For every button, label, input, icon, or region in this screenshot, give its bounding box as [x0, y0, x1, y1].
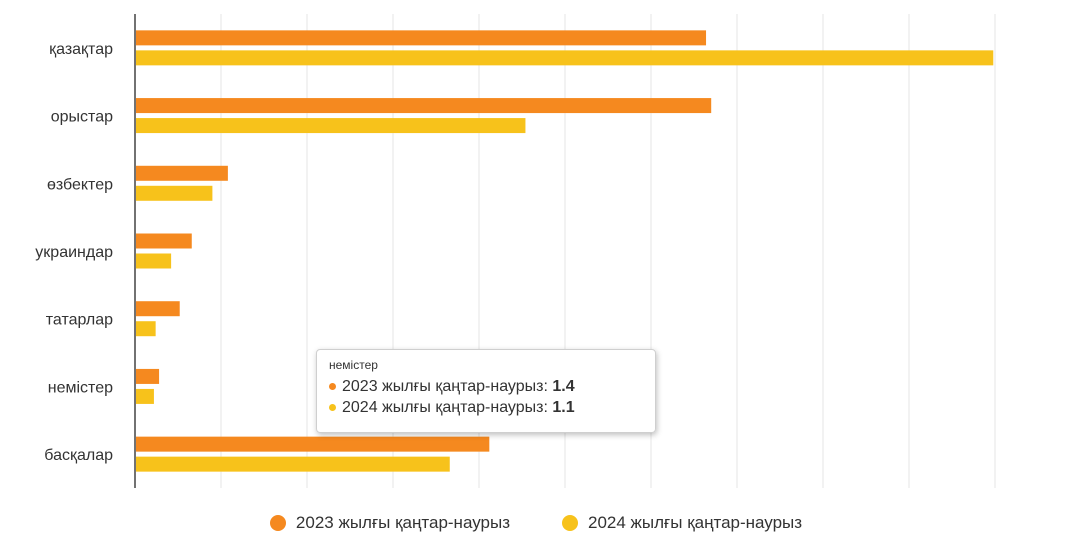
- bar-2024-5[interactable]: [136, 388, 154, 404]
- chart-tooltip: немістер 2023 жылғы қаңтар-наурыз: 1.4 2…: [316, 349, 656, 433]
- tooltip-row-label: 2024 жылғы қаңтар-наурыз:: [342, 399, 548, 416]
- tooltip-row-label: 2023 жылғы қаңтар-наурыз:: [342, 378, 548, 395]
- category-label: басқалар: [44, 447, 113, 464]
- category-label: украиндар: [35, 244, 113, 261]
- bar-2024-1[interactable]: [136, 118, 526, 134]
- grid-lines: [220, 14, 996, 488]
- tooltip-title: немістер: [329, 358, 378, 372]
- category-labels: қазақтар орыстар өзбектер украиндар татарлар…: [35, 41, 113, 464]
- bar-2023-5[interactable]: [136, 368, 160, 384]
- bar-2024-3[interactable]: [136, 253, 172, 269]
- legend-dot-icon: [562, 515, 578, 531]
- bar-2024-4[interactable]: [136, 321, 156, 337]
- category-label: қазақтар: [49, 41, 113, 58]
- bar-2023-3[interactable]: [136, 233, 192, 249]
- bar-2023-1[interactable]: [136, 98, 712, 114]
- legend-label: 2023 жылғы қаңтар-наурыз: [295, 513, 510, 532]
- legend-item-2023[interactable]: 2023 жылғы қаңтар-наурыз: [269, 512, 510, 534]
- tooltip-row-value: 1.4: [552, 378, 575, 395]
- series-2024-marker-icon: [329, 404, 336, 412]
- tooltip-row-value: 1.1: [552, 399, 575, 416]
- category-label: өзбектер: [47, 176, 113, 193]
- bar-2024-2[interactable]: [136, 185, 213, 201]
- category-label: немістер: [48, 379, 113, 396]
- legend-item-2024[interactable]: 2024 жылғы қаңтар-наурыз: [562, 512, 802, 534]
- category-label: орыстар: [51, 109, 113, 126]
- bar-2023-0[interactable]: [136, 30, 707, 46]
- category-label: татарлар: [46, 312, 113, 329]
- series-2023-marker-icon: [329, 383, 336, 391]
- bar-2024-0[interactable]: [136, 50, 994, 66]
- bar-2023-6[interactable]: [136, 436, 490, 452]
- bar-2023-4[interactable]: [136, 301, 180, 317]
- bar-2023-2[interactable]: [136, 165, 228, 181]
- legend-label: 2024 жылғы қаңтар-наурыз: [588, 513, 803, 532]
- legend-dot-icon: [269, 515, 286, 531]
- bar-2024-6[interactable]: [136, 456, 450, 472]
- tooltip-row-2024: 2024 жылғы қаңтар-наурыз: 1.1: [329, 397, 643, 418]
- tooltip-row-2023: 2023 жылғы қаңтар-наурыз: 1.4: [329, 376, 643, 397]
- bars: [136, 30, 994, 472]
- chart-legend: 2023 жылғы қаңтар-наурыз 2024 жылғы қаңт…: [0, 512, 1072, 534]
